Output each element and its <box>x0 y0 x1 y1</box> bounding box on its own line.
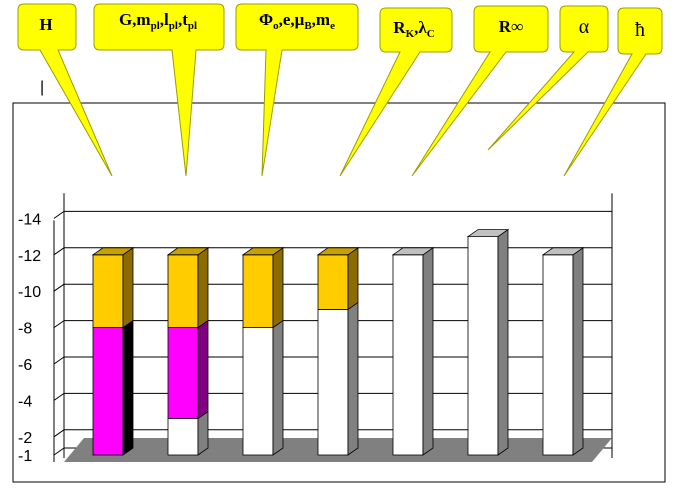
callout-label: ħ <box>635 19 645 41</box>
callout-hbar: ħ <box>563 7 663 177</box>
bar-lower-side <box>572 247 584 456</box>
callout-bubble <box>17 3 113 177</box>
callout-flux: Φo,e,μB,me <box>235 3 359 177</box>
bar <box>316 247 360 456</box>
gridline-side <box>53 320 65 329</box>
callout-label: RK,λC <box>393 18 434 40</box>
bar-magenta-front <box>167 327 199 420</box>
bar <box>541 247 585 456</box>
callout-label: R∞ <box>499 17 523 36</box>
bar <box>91 247 135 456</box>
bar-upper-top <box>91 247 135 256</box>
gridline-side <box>53 247 65 256</box>
callout-bubble <box>411 5 549 177</box>
bar-lower-side <box>197 410 209 456</box>
bar-upper-side <box>122 247 134 329</box>
y-tick-label: -12 <box>18 248 41 265</box>
bars <box>91 228 585 456</box>
bar-upper-front <box>242 254 274 329</box>
callout-planck: G,mpl,lpl,tpl <box>93 3 225 177</box>
callout-label: Φo,e,μB,me <box>259 10 335 32</box>
bar <box>391 247 435 456</box>
gridline-side <box>53 210 65 219</box>
callout-label: G,mpl,lpl,tpl <box>119 10 197 32</box>
bar-upper-front <box>92 254 124 329</box>
callout-alpha: α <box>487 5 609 151</box>
axis-marker: | <box>40 79 44 96</box>
y-tick-label: -1 <box>18 448 32 465</box>
bar <box>241 247 285 456</box>
callout-label: α <box>579 16 590 38</box>
gridline-side <box>53 447 65 456</box>
gridline-side <box>53 429 65 438</box>
y-tick-label: -2 <box>18 430 32 447</box>
bar-lower-front <box>467 236 499 456</box>
bar-upper-side <box>272 247 284 329</box>
bar-lower-top <box>391 247 435 256</box>
bar-upper-top <box>241 247 285 256</box>
bar-upper-side <box>347 247 359 311</box>
callout-h: H <box>17 3 113 177</box>
gridline-side <box>53 356 65 365</box>
callout-bubble <box>487 5 609 151</box>
bar <box>166 247 210 456</box>
bar-lower-front <box>92 327 124 456</box>
bar-lower-top <box>541 247 585 256</box>
gridline-side <box>53 392 65 401</box>
callout-bubble <box>339 7 453 177</box>
y-tick-label: -6 <box>18 357 32 374</box>
y-tick-label: -8 <box>18 321 32 338</box>
bar-lower-front <box>242 327 274 456</box>
callout-label: H <box>39 15 52 34</box>
bar-lower-front <box>167 418 199 456</box>
bar-upper-top <box>166 247 210 256</box>
bar <box>466 228 510 456</box>
callout-rydberg: R∞ <box>411 5 549 177</box>
y-tick-label: -14 <box>18 211 41 228</box>
gridline-side <box>53 283 65 292</box>
bar-lower-side <box>422 247 434 456</box>
bar-lower-front <box>317 308 349 456</box>
callout-bubble <box>235 3 359 177</box>
bar-upper-side <box>197 247 209 329</box>
callout-bubble <box>93 3 225 177</box>
y-tick-label: -10 <box>18 284 41 301</box>
callout-klitzing: RK,λC <box>339 7 453 177</box>
bar-upper-top <box>316 247 360 256</box>
bar-lower-top <box>466 229 510 238</box>
bar-lower-front <box>542 254 574 456</box>
bar-upper-front <box>167 254 199 329</box>
bar-lower-side <box>122 319 134 456</box>
bar-lower-side <box>347 301 359 456</box>
bar-upper-front <box>317 254 349 310</box>
bar-lower-front <box>392 254 424 456</box>
y-tick-label: -4 <box>18 393 32 410</box>
callouts: H G,mpl,lpl,tpl Φo,e,μB,me RK,λC R∞ α ħ <box>17 3 663 177</box>
y-axis-ticks: -1-2 -4 -6 -8 -10 -12 -14 <box>18 211 41 465</box>
bar-lower-side <box>497 228 509 456</box>
bar-magenta-side <box>197 319 209 420</box>
bar-lower-side <box>272 319 284 456</box>
callout-bubble <box>563 7 663 177</box>
